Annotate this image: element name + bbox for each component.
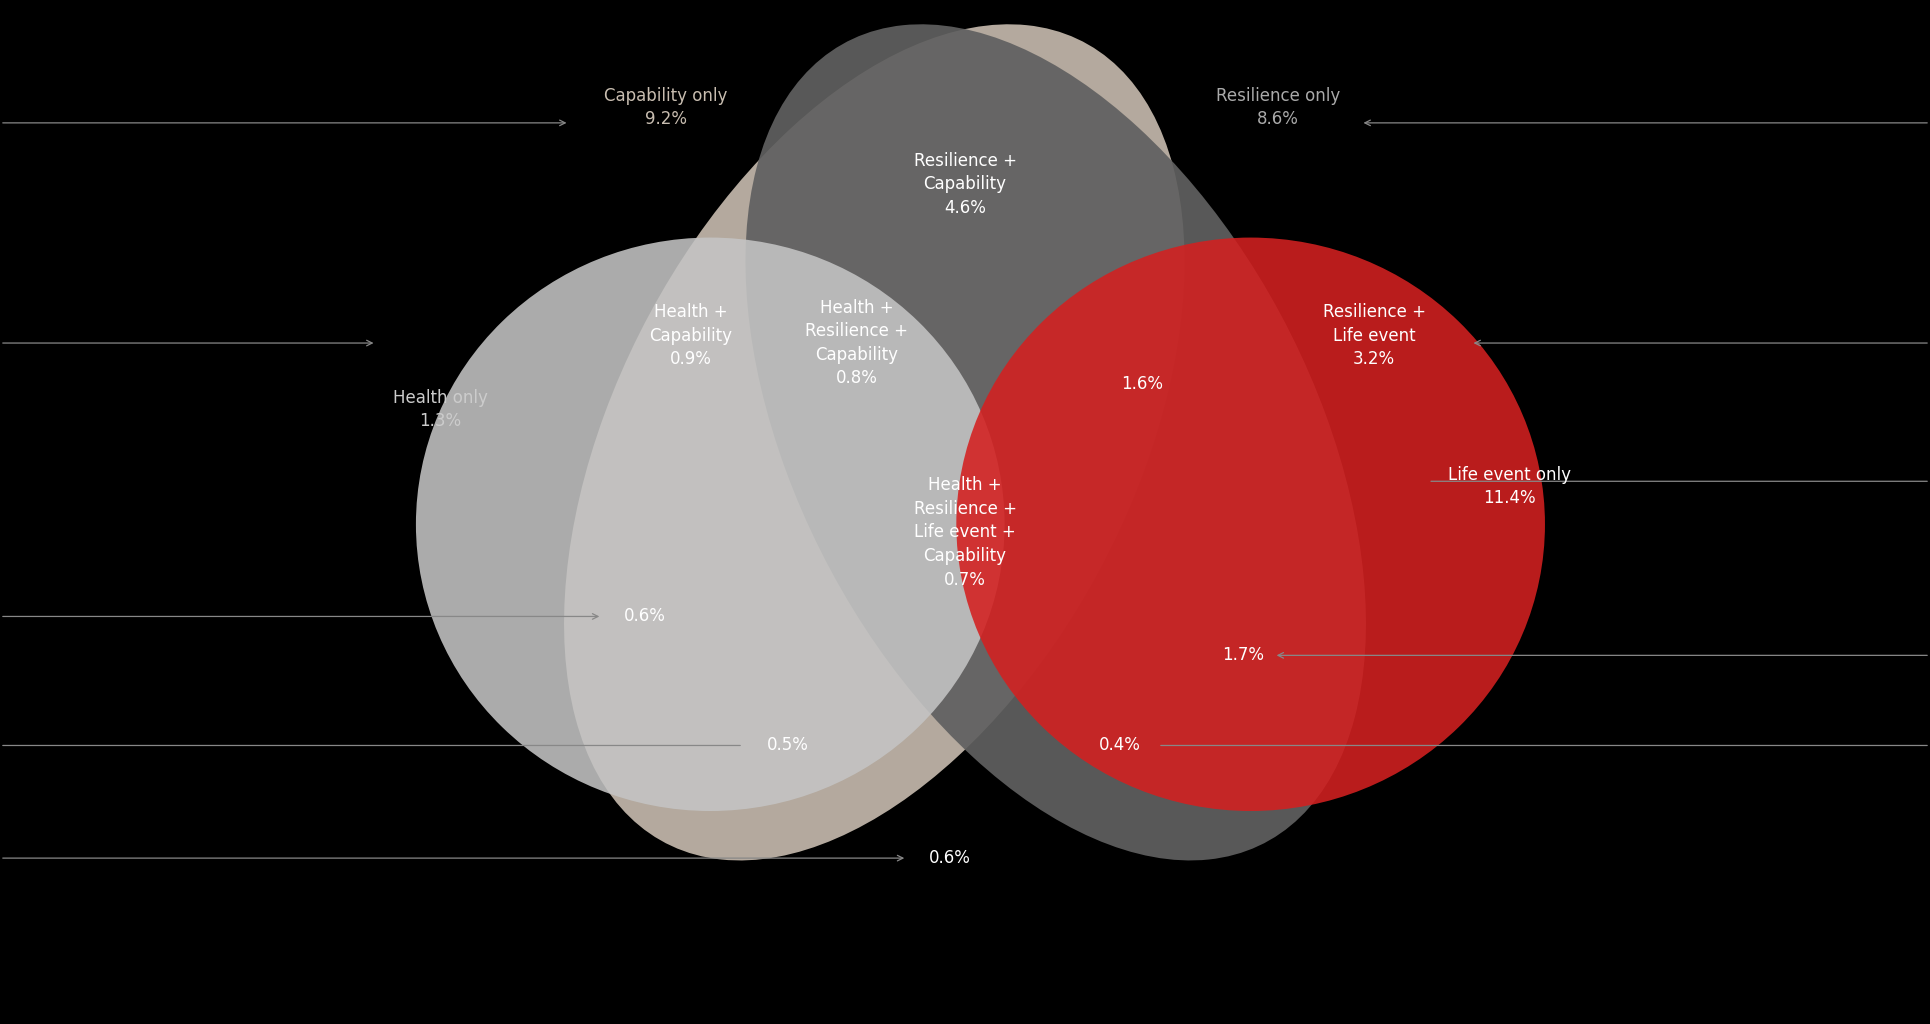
Text: 1.6%: 1.6% xyxy=(1121,375,1164,393)
Text: Health +
Resilience +
Life event +
Capability
0.7%: Health + Resilience + Life event + Capab… xyxy=(913,476,1017,589)
Text: Capability only
9.2%: Capability only 9.2% xyxy=(604,87,728,128)
Text: Resilience only
8.6%: Resilience only 8.6% xyxy=(1216,87,1339,128)
Text: 0.5%: 0.5% xyxy=(766,736,809,755)
Text: 0.6%: 0.6% xyxy=(928,849,971,867)
Text: Resilience +
Life event
3.2%: Resilience + Life event 3.2% xyxy=(1322,303,1426,369)
Text: 0.4%: 0.4% xyxy=(1098,736,1141,755)
Ellipse shape xyxy=(957,238,1544,811)
Text: Health only
1.3%: Health only 1.3% xyxy=(392,389,488,430)
Ellipse shape xyxy=(417,238,1004,811)
Ellipse shape xyxy=(745,25,1366,860)
Text: 1.7%: 1.7% xyxy=(1222,646,1264,665)
Ellipse shape xyxy=(564,25,1185,860)
Text: Life event only
11.4%: Life event only 11.4% xyxy=(1448,466,1571,507)
Text: Health +
Capability
0.9%: Health + Capability 0.9% xyxy=(648,303,733,369)
Text: 0.6%: 0.6% xyxy=(623,607,666,626)
Text: Resilience +
Capability
4.6%: Resilience + Capability 4.6% xyxy=(913,152,1017,217)
Text: Health +
Resilience +
Capability
0.8%: Health + Resilience + Capability 0.8% xyxy=(805,299,909,387)
